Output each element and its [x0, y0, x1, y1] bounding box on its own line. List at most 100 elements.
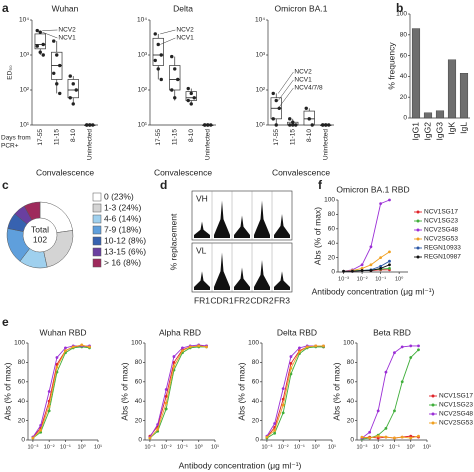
chart-title: Beta RBD — [373, 327, 411, 337]
point — [288, 123, 292, 127]
marker — [400, 435, 404, 439]
point — [88, 123, 92, 127]
marker — [265, 435, 269, 439]
point — [304, 106, 308, 111]
point — [156, 67, 160, 71]
panel-label: a — [2, 1, 9, 15]
y-tick-label: 100 — [324, 197, 335, 204]
legend-label: 4-6 (14%) — [104, 213, 141, 223]
legend-label: 1-3 (24%) — [104, 202, 141, 212]
x-axis-label: Antibody concentration (μg ml⁻¹) — [312, 286, 435, 296]
marker — [369, 245, 373, 249]
legend-swatch — [92, 225, 102, 235]
marker — [197, 344, 201, 348]
x-tick-label: 8-10 — [188, 129, 195, 142]
annotation-line — [278, 79, 294, 101]
point — [153, 58, 157, 63]
legend-marker — [416, 237, 420, 241]
point — [41, 53, 45, 57]
x-tick-label: CDR2 — [250, 295, 273, 305]
chart-title: Delta RBD — [277, 327, 317, 337]
marker — [205, 345, 208, 349]
legend-swatch — [92, 258, 102, 268]
x-tick-label: IgG2 — [422, 122, 432, 141]
y-axis-label: Abs (% of max) — [236, 362, 246, 420]
y-axis-label: ED₅₀ — [7, 65, 14, 80]
marker — [31, 436, 35, 440]
box — [152, 37, 164, 66]
marker — [39, 428, 43, 432]
point — [58, 91, 62, 96]
marker — [388, 259, 391, 263]
marker — [388, 263, 391, 267]
x-tick-label: 10⁻¹ — [389, 444, 400, 450]
marker — [360, 269, 364, 272]
marker — [314, 344, 318, 348]
marker — [376, 434, 380, 438]
marker — [64, 346, 67, 350]
x-tick-label: 17-55 — [273, 129, 280, 146]
point — [153, 32, 157, 36]
marker — [393, 409, 396, 413]
x-tick-label: 10⁰ — [312, 443, 321, 450]
marker — [47, 404, 51, 408]
point — [170, 88, 174, 92]
x-tick-label: 10¹ — [423, 444, 431, 450]
panel-frame — [191, 190, 293, 241]
marker — [156, 427, 160, 431]
legend-label: 0 (23%) — [104, 191, 134, 201]
y-tick-label: 80 — [400, 32, 408, 39]
chart-title: Wuhan — [52, 3, 79, 13]
series-line — [32, 344, 90, 439]
chart-title: Omicron BA.1 RBD — [336, 184, 409, 194]
legend-marker — [416, 255, 420, 259]
series-line — [361, 435, 419, 439]
y-tick-label: 0 — [350, 437, 354, 444]
marker — [360, 263, 364, 267]
marker — [172, 364, 176, 368]
marker — [409, 344, 413, 348]
legend-label: NCV1SG17 — [439, 393, 473, 400]
annotation: NCV2 — [58, 27, 76, 34]
bar — [411, 28, 421, 119]
x-tick-label: Uninfected — [322, 129, 329, 160]
marker — [417, 434, 420, 438]
point — [41, 42, 45, 47]
series-line — [149, 346, 207, 439]
legend-label: NCV1SG23 — [439, 402, 473, 409]
chart-title: Wuhan RBD — [39, 327, 86, 337]
point — [294, 123, 298, 127]
marker — [360, 267, 364, 270]
y-tick-label: 10² — [256, 87, 266, 94]
point — [170, 54, 174, 59]
x-tick-label: IgG1 — [410, 122, 420, 141]
legend-marker — [431, 421, 435, 425]
x-tick-label: 17-55 — [37, 129, 44, 146]
legend-label: REGN10987 — [424, 254, 461, 261]
legend-label: 7-9 (18%) — [104, 224, 141, 234]
point — [52, 71, 56, 76]
marker — [281, 411, 285, 415]
point — [35, 44, 39, 48]
x-tick-label: 10¹ — [94, 444, 102, 450]
point — [271, 91, 275, 96]
y-tick-label: 10¹ — [20, 122, 30, 129]
annotation: NCV1 — [294, 77, 312, 84]
marker — [273, 428, 277, 432]
x-tick-label: FR3 — [274, 295, 290, 305]
legend-label: NCV1SG23 — [424, 218, 458, 225]
point — [38, 50, 42, 54]
point — [206, 123, 210, 127]
marker — [351, 269, 354, 273]
y-axis-label: Abs (% of max) — [331, 362, 341, 420]
marker — [409, 434, 413, 438]
legend-swatch — [92, 203, 102, 213]
x-tick-label: 10¹ — [328, 444, 336, 450]
donut-segment — [23, 201, 41, 221]
violin — [214, 252, 230, 290]
marker — [55, 356, 59, 359]
y-tick-label: 10⁴ — [255, 17, 265, 24]
x-tick-label: 10⁰ — [395, 275, 404, 282]
panel-label: f — [318, 178, 323, 192]
x-tick-label: Uninfected — [204, 129, 211, 160]
